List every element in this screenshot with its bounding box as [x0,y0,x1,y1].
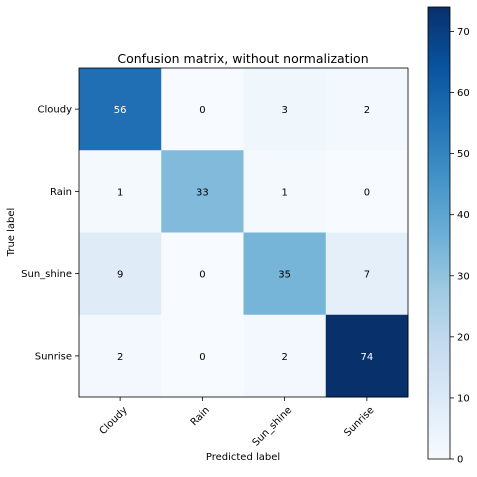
colorbar-tick-label: 30 [457,271,470,282]
matrix-cell [79,68,162,151]
y-tick-label: Cloudy [38,105,73,116]
matrix-cell [325,232,409,316]
matrix-cell [161,314,244,398]
matrix-cell [243,314,327,398]
y-tick-label: Sun_shine [21,269,72,280]
colorbar-tick-label: 10 [457,393,470,404]
x-axis-label: Predicted label [206,452,280,463]
y-tick-label: Sunrise [35,351,72,362]
x-tick-label: Cloudy [98,405,130,437]
cell-value-label: 2 [117,352,123,363]
cell-value-label: 33 [196,187,209,198]
y-axis-label: True label [6,208,17,258]
matrix-cell [243,150,327,233]
cell-value-label: 0 [199,270,205,281]
colorbar-tick-label: 20 [457,332,470,343]
cell-value-label: 0 [199,352,205,363]
colorbar [427,6,451,460]
matrix-cell [79,314,162,398]
cell-value-label: 2 [364,105,370,116]
matrix-cell [243,232,327,316]
matrix-frame [78,67,409,398]
colorbar-tick-label: 60 [457,88,470,99]
matrix-cell [243,68,327,151]
matrix-cells [79,68,409,398]
cell-value-label: 3 [281,105,287,116]
y-tick-labels: Cloudy Rain Sun_shine Sunrise [21,105,79,362]
colorbar-tick-label: 0 [457,455,463,466]
cell-value-label: 74 [361,352,374,363]
matrix-cell-labels: 56 0 3 2 1 33 1 0 9 0 35 7 2 0 2 74 [114,105,373,363]
matrix-cell [325,314,409,398]
colorbar-tick-label: 40 [457,210,470,221]
cell-value-label: 56 [114,105,127,116]
x-tick-label: Sun_shine [251,405,295,449]
x-tick-label: Rain [189,405,212,428]
chart-title: Confusion matrix, without normalization [117,51,368,66]
colorbar-tick-labels: 0 10 20 30 40 50 60 70 [450,27,470,466]
matrix-cell [79,232,162,316]
cell-value-label: 7 [364,270,370,281]
y-tick-label: Rain [50,187,72,198]
matrix-cell [161,232,244,316]
matrix-cell [325,150,409,233]
cell-value-label: 1 [281,187,287,198]
colorbar-tick-label: 50 [457,149,470,160]
colorbar-tick-label: 70 [457,27,470,38]
x-tick-label: Sunrise [342,405,376,439]
cell-value-label: 35 [278,270,291,281]
cell-value-label: 0 [364,187,370,198]
cell-value-label: 9 [117,270,123,281]
cell-value-label: 1 [117,187,123,198]
cell-value-label: 0 [199,105,205,116]
matrix-cell [161,68,244,151]
matrix-cell [161,150,244,233]
x-tick-labels: Cloudy Rain Sun_shine Sunrise [98,397,377,449]
matrix-cell [79,150,162,233]
matrix-cell [325,68,409,151]
cell-value-label: 2 [281,352,287,363]
